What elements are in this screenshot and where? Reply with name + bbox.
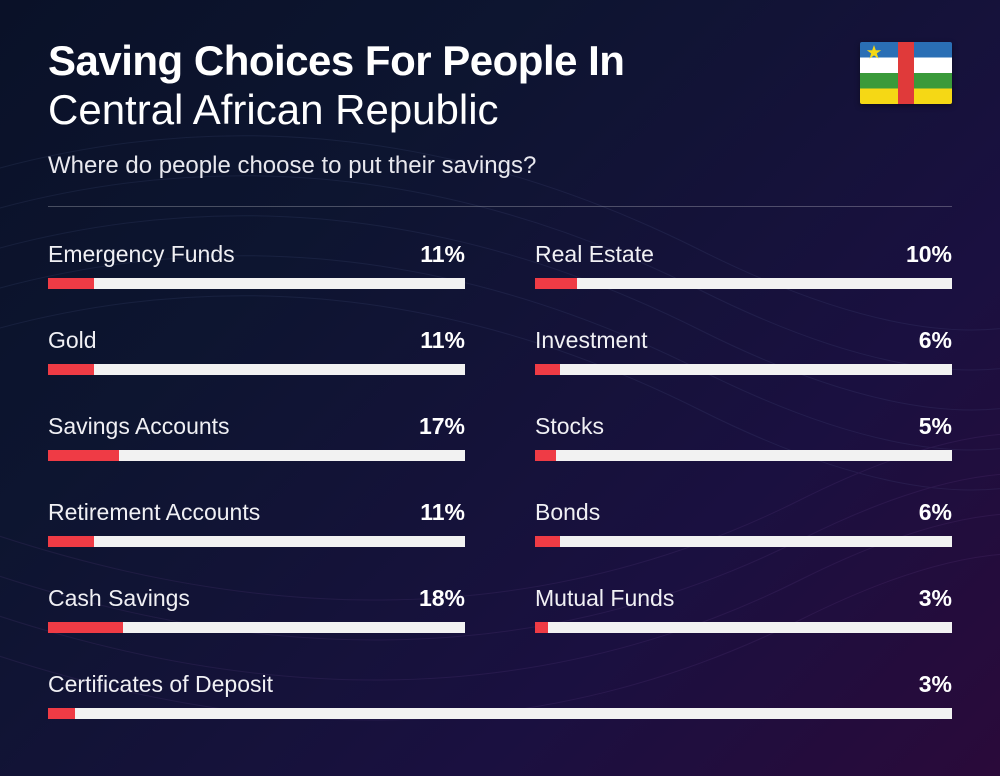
- bar-track: [48, 278, 465, 289]
- bar-fill: [535, 622, 548, 633]
- chart-item-label: Stocks: [535, 413, 604, 440]
- chart-item-head: Bonds 6%: [535, 499, 952, 526]
- chart-item-label: Savings Accounts: [48, 413, 230, 440]
- bar-track: [48, 450, 465, 461]
- flag-icon: [860, 42, 952, 104]
- chart-item-label: Mutual Funds: [535, 585, 674, 612]
- chart-item-value: 10%: [906, 241, 952, 268]
- chart-item-head: Cash Savings 18%: [48, 585, 465, 612]
- bar-track: [48, 622, 465, 633]
- chart-item-head: Investment 6%: [535, 327, 952, 354]
- chart-item-value: 17%: [419, 413, 465, 440]
- chart-item-head: Retirement Accounts 11%: [48, 499, 465, 526]
- bar-track: [48, 708, 952, 719]
- chart-item-head: Emergency Funds 11%: [48, 241, 465, 268]
- header: Saving Choices For People In Central Afr…: [48, 38, 952, 180]
- bar-fill: [535, 536, 560, 547]
- bar-track: [48, 364, 465, 375]
- chart-item: Emergency Funds 11%: [48, 241, 465, 289]
- divider: [48, 206, 952, 207]
- bar-track: [535, 536, 952, 547]
- chart-item-label: Real Estate: [535, 241, 654, 268]
- bar-fill: [535, 278, 577, 289]
- chart-item: Certificates of Deposit 3%: [48, 671, 952, 719]
- chart-item-label: Cash Savings: [48, 585, 190, 612]
- chart-item: Stocks 5%: [535, 413, 952, 461]
- bar-fill: [48, 278, 94, 289]
- chart-item-head: Mutual Funds 3%: [535, 585, 952, 612]
- chart-item-value: 18%: [419, 585, 465, 612]
- bar-fill: [535, 364, 560, 375]
- bar-track: [535, 450, 952, 461]
- chart-item-value: 6%: [919, 327, 952, 354]
- bar-track: [535, 278, 952, 289]
- title-light: Central African Republic: [48, 86, 952, 134]
- chart-item-head: Stocks 5%: [535, 413, 952, 440]
- bar-fill: [48, 708, 75, 719]
- chart-item-value: 3%: [919, 585, 952, 612]
- chart-item-value: 11%: [420, 241, 465, 268]
- bar-track: [535, 364, 952, 375]
- bar-track: [48, 536, 465, 547]
- chart-item-head: Real Estate 10%: [535, 241, 952, 268]
- chart-item-label: Retirement Accounts: [48, 499, 260, 526]
- chart-item-label: Gold: [48, 327, 97, 354]
- chart-item-value: 11%: [420, 499, 465, 526]
- chart-item-head: Certificates of Deposit 3%: [48, 671, 952, 698]
- chart-item-head: Gold 11%: [48, 327, 465, 354]
- chart-item-label: Certificates of Deposit: [48, 671, 273, 698]
- chart-item-value: 3%: [919, 671, 952, 698]
- chart-item: Cash Savings 18%: [48, 585, 465, 633]
- bar-fill: [48, 536, 94, 547]
- title-bold: Saving Choices For People In: [48, 38, 952, 84]
- chart-item-label: Bonds: [535, 499, 600, 526]
- bar-fill: [48, 622, 123, 633]
- chart-item-label: Emergency Funds: [48, 241, 235, 268]
- chart-item-value: 6%: [919, 499, 952, 526]
- chart-item-value: 5%: [919, 413, 952, 440]
- subtitle: Where do people choose to put their savi…: [48, 152, 952, 180]
- chart-item: Savings Accounts 17%: [48, 413, 465, 461]
- chart-item: Gold 11%: [48, 327, 465, 375]
- chart-item: Investment 6%: [535, 327, 952, 375]
- chart-item: Retirement Accounts 11%: [48, 499, 465, 547]
- bar-track: [535, 622, 952, 633]
- chart-grid: Emergency Funds 11% Real Estate 10% Gold 11% I…: [48, 241, 952, 719]
- chart-item: Real Estate 10%: [535, 241, 952, 289]
- bar-fill: [48, 364, 94, 375]
- chart-item-value: 11%: [420, 327, 465, 354]
- chart-item-head: Savings Accounts 17%: [48, 413, 465, 440]
- bar-fill: [48, 450, 119, 461]
- chart-item: Bonds 6%: [535, 499, 952, 547]
- chart-item: Mutual Funds 3%: [535, 585, 952, 633]
- chart-item-label: Investment: [535, 327, 648, 354]
- bar-fill: [535, 450, 556, 461]
